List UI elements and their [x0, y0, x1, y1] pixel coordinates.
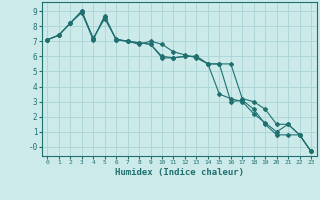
X-axis label: Humidex (Indice chaleur): Humidex (Indice chaleur)	[115, 168, 244, 177]
